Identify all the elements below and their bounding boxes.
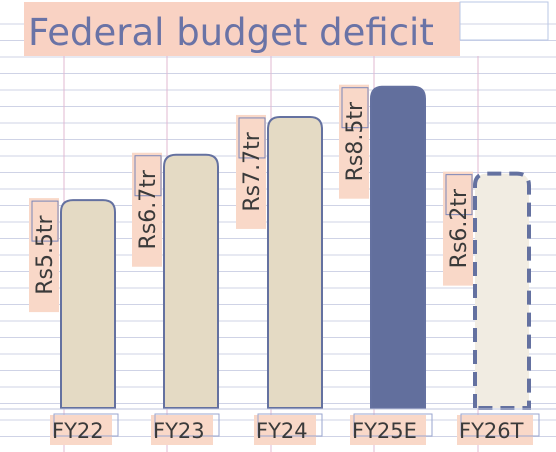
value-label-text: Rs5.5tr [33, 214, 58, 294]
value-label-fy24: Rs7.7tr [236, 115, 266, 229]
value-label-fy22: Rs5.5tr [29, 198, 59, 312]
bar-fy23 [164, 155, 218, 408]
bar-fy24 [268, 117, 322, 408]
chart-title-group: Federal budget deficit [24, 2, 548, 56]
value-label-text: Rs6.7tr [136, 169, 161, 249]
category-label-fy22: FY22 [52, 419, 104, 443]
bar-fy26t [475, 174, 529, 408]
value-label-fy23: Rs6.7tr [132, 153, 162, 267]
chart-title: Federal budget deficit [28, 11, 434, 54]
category-label-fy25e: FY25E [352, 419, 417, 443]
bar-fy25e [371, 87, 425, 408]
category-label-fy24: FY24 [256, 419, 308, 443]
category-label-fy26t: FY26T [459, 419, 524, 443]
category-labels: FY22 FY23 FY24 FY25E FY26T [50, 414, 539, 445]
chart-title-frame [460, 2, 548, 40]
value-label-fy25e: Rs8.5tr [339, 85, 369, 199]
category-label-fy23: FY23 [153, 419, 205, 443]
value-label-text: Rs6.2tr [447, 188, 472, 268]
bar-fy22 [61, 200, 115, 408]
value-label-text: Rs7.7tr [240, 131, 265, 211]
value-label-fy26t: Rs6.2tr [443, 172, 473, 286]
value-label-text: Rs8.5tr [343, 101, 368, 181]
